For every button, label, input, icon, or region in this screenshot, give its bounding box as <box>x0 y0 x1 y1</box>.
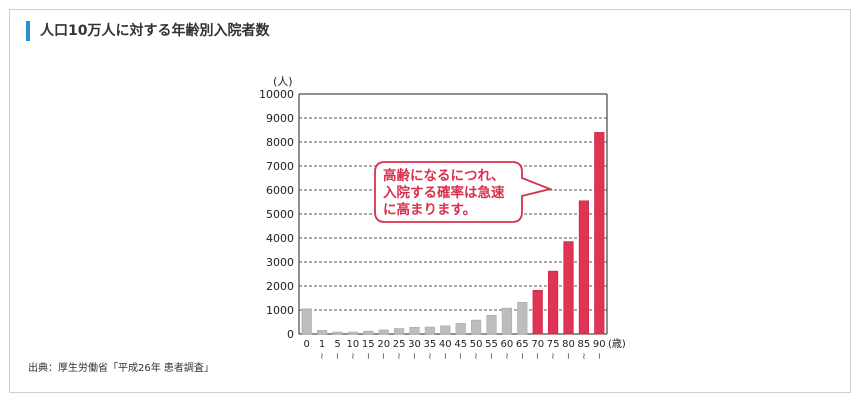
y-tick-label: 1000 <box>266 304 294 317</box>
annotation-text: 高齢になるにつれ、 <box>383 167 505 184</box>
x-range-mark: ~ <box>486 352 496 360</box>
x-tick-label: 65 <box>516 339 529 350</box>
x-range-mark: ~ <box>470 352 480 360</box>
x-tick-label: 5 <box>334 339 340 350</box>
x-range-mark: ~ <box>378 352 388 360</box>
x-tick-label: 10 <box>347 339 360 350</box>
annotation-callout <box>374 161 553 223</box>
x-range-mark: ~ <box>409 352 419 360</box>
x-tick-label: 60 <box>501 339 514 350</box>
x-tick-label: 20 <box>377 339 390 350</box>
x-range-mark: ~ <box>547 352 557 360</box>
x-range-mark: ~ <box>424 352 434 360</box>
y-tick-label: 6000 <box>266 184 294 197</box>
y-tick-label: 7000 <box>266 160 294 173</box>
x-range-mark: ~ <box>316 352 326 360</box>
bar-60 <box>501 307 512 335</box>
x-tick-label: 35 <box>424 339 437 350</box>
x-tick-label: 30 <box>408 339 421 350</box>
x-range-mark: ~ <box>593 352 603 360</box>
x-tick-label: 70 <box>531 339 544 350</box>
y-tick-label: 4000 <box>266 232 294 245</box>
bar-15 <box>363 330 374 335</box>
bar-85 <box>578 200 589 335</box>
x-range-mark: ~ <box>455 352 465 360</box>
x-tick-label: 80 <box>562 339 575 350</box>
source-note: 出典：厚生労働省「平成26年 患者調査」 <box>28 363 214 374</box>
x-tick-label: 75 <box>547 339 560 350</box>
y-tick-label: 5000 <box>266 208 294 221</box>
y-tick-label: 10000 <box>259 88 294 101</box>
bar-45 <box>455 323 466 335</box>
x-range-mark: ~ <box>362 352 372 360</box>
y-tick-label: 8000 <box>266 136 294 149</box>
x-tick-label: 15 <box>362 339 375 350</box>
x-tick-label: 1 <box>319 339 325 350</box>
y-tick-label: 0 <box>287 328 294 341</box>
x-range-mark: ~ <box>393 352 403 360</box>
bar-5 <box>332 331 343 335</box>
x-tick-label: 50 <box>470 339 483 350</box>
x-range-mark: ~ <box>347 352 357 360</box>
x-range-mark: ~ <box>563 352 573 360</box>
bar-75 <box>548 270 559 335</box>
x-range-mark: ~ <box>532 352 542 360</box>
bar-65 <box>517 302 528 335</box>
bar-0 <box>301 308 312 335</box>
bar-80 <box>563 241 574 335</box>
bar-35 <box>424 326 435 335</box>
bar-10 <box>347 331 358 335</box>
bar-55 <box>486 314 497 335</box>
x-range-mark: ~ <box>578 352 588 360</box>
bar-25 <box>394 328 405 335</box>
x-range-mark: ~ <box>439 352 449 360</box>
x-axis-unit: (歳) <box>608 338 626 350</box>
x-tick-label: 90 <box>593 339 606 350</box>
x-tick-label: 45 <box>454 339 467 350</box>
x-range-mark: ~ <box>332 352 342 360</box>
x-tick-label: 55 <box>485 339 498 350</box>
bar-30 <box>409 326 420 335</box>
bar-70 <box>532 290 543 335</box>
chart-card: 人口10万人に対する年齢別入院者数 0 1000 2000 3000 4000 5000 6… <box>9 9 851 393</box>
annotation-text: に高まります。 <box>383 201 476 218</box>
x-range-mark: ~ <box>516 352 526 360</box>
y-axis-unit: (人) <box>273 75 293 88</box>
x-tick-label: 25 <box>393 339 406 350</box>
annotation-text: 入院する確率は急速 <box>383 184 505 201</box>
y-tick-label: 9000 <box>266 112 294 125</box>
bar-40 <box>440 325 451 335</box>
y-tick-label: 2000 <box>266 280 294 293</box>
y-tick-label: 3000 <box>266 256 294 269</box>
x-tick-label: 40 <box>439 339 452 350</box>
x-tick-label: 0 <box>304 339 310 350</box>
bar-90 <box>594 132 605 335</box>
bar-20 <box>378 329 389 335</box>
x-range-mark: ~ <box>501 352 511 360</box>
bar-50 <box>471 319 482 335</box>
bar-chart: 0100020003000400050006000700080009000100… <box>259 75 626 360</box>
chart-title: 人口10万人に対する年齢別入院者数 <box>26 21 269 41</box>
bar-1 <box>317 330 328 335</box>
x-tick-label: 85 <box>578 339 591 350</box>
